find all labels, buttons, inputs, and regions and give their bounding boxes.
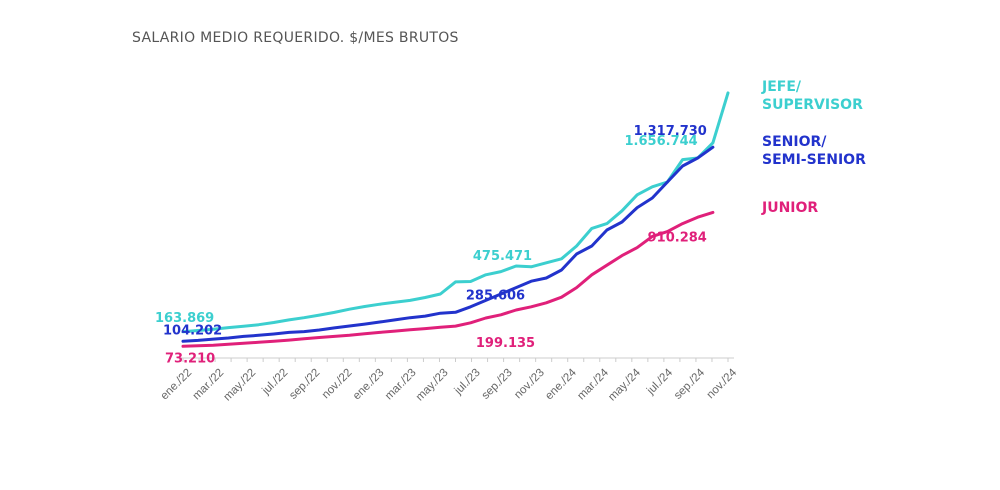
legend-label: JUNIOR	[761, 200, 818, 216]
series-line	[181, 210, 715, 348]
legend-label: JEFE/	[761, 79, 802, 95]
data-label: 910.284	[648, 230, 707, 245]
x-tick-label: sep./22	[287, 367, 322, 402]
data-label: 1.656.744	[625, 134, 698, 149]
data-label: 475.471	[473, 249, 532, 264]
data-label: 199.135	[476, 336, 535, 351]
x-tick-label: ene./22	[159, 367, 195, 403]
x-tick-label: may./22	[222, 367, 259, 404]
legend-label: SUPERVISOR	[762, 97, 863, 113]
x-tick-label: mar./24	[575, 366, 611, 402]
data-label: 163.869	[155, 311, 214, 326]
x-tick-label: sep./23	[480, 367, 515, 402]
data-label: 73.210	[165, 351, 215, 366]
series-lines	[181, 91, 730, 348]
x-tick-label: sep./24	[672, 366, 708, 402]
x-tick-label: nov./24	[705, 366, 740, 401]
x-tick-label: mar./23	[383, 367, 419, 403]
x-tick-label: jul./24	[644, 366, 675, 397]
x-tick-label: nov./22	[320, 367, 355, 402]
series-line	[181, 91, 730, 334]
x-tick-label: ene./24	[543, 366, 579, 402]
x-tick-label: jul./23	[452, 367, 483, 398]
legend-label: SENIOR/	[762, 134, 827, 150]
x-tick-label: may./24	[606, 366, 643, 403]
legend-label: SEMI-SENIOR	[762, 152, 866, 168]
data-labels: 163.869 475.471 1.656.744 104.202 285.606 1.3…	[155, 124, 707, 366]
x-tick-label: may./23	[414, 367, 451, 404]
chart-title: SALARIO MEDIO REQUERIDO. $/MES BRUTOS	[132, 30, 459, 46]
x-tick-label: nov./23	[512, 367, 547, 402]
x-tick-label: mar./22	[191, 367, 227, 403]
series-line	[181, 145, 715, 343]
x-tick-label: jul./22	[259, 367, 290, 398]
x-tick-label: ene./23	[351, 367, 387, 403]
data-label: 285.606	[466, 288, 525, 303]
data-label: 1.317.730	[634, 124, 707, 139]
series-legend: JEFE/SUPERVISOR SENIOR/SEMI-SENIOR JUNIOR	[761, 79, 866, 216]
data-label: 104.202	[163, 323, 222, 338]
